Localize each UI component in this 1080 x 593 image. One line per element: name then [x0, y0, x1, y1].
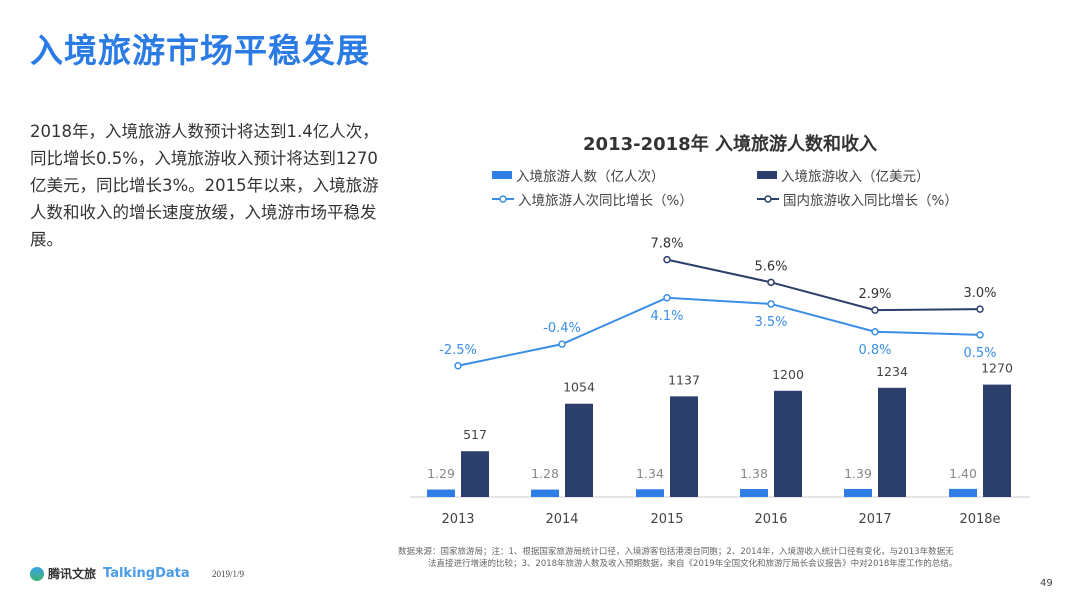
bar-revenue	[774, 390, 802, 497]
line-label: -0.4%	[543, 321, 581, 336]
page-number: 49	[1040, 578, 1053, 589]
line-label: 0.5%	[963, 346, 996, 361]
tencent-logo: 腾讯文旅	[30, 565, 96, 582]
legend-label: 入境旅游收入（亿美元）	[781, 169, 930, 185]
line-label: 4.1%	[650, 309, 683, 324]
line-point	[976, 331, 984, 339]
legend-label: 国内旅游收入同比增长（%）	[783, 193, 958, 209]
bar-label-revenue: 1234	[876, 364, 908, 379]
bar-revenue	[461, 451, 489, 497]
legend-item: 入境旅游人数（亿人次）	[492, 165, 665, 185]
bar-revenue	[565, 403, 593, 497]
bar-label-visitors: 1.38	[740, 466, 768, 481]
x-tick-label: 2014	[545, 512, 578, 527]
bar-label-revenue: 1200	[772, 367, 804, 382]
line-point	[871, 306, 879, 314]
bar-label-revenue: 517	[463, 427, 487, 442]
legend-swatch	[757, 171, 777, 179]
date: 2019/1/9	[212, 569, 245, 579]
bar-visitors	[949, 488, 977, 497]
bar-label-revenue: 1270	[981, 361, 1013, 376]
legend-label: 入境旅游人次同比增长（%）	[518, 193, 693, 209]
line-label: 3.0%	[963, 286, 996, 301]
bar-label-visitors: 1.39	[844, 466, 872, 481]
legend-item: 入境旅游收入（亿美元）	[757, 165, 930, 185]
line-point	[454, 362, 462, 370]
page-title: 入境旅游市场平稳发展	[30, 31, 370, 70]
legend-item: 入境旅游人次同比增长（%）	[492, 189, 693, 209]
bar-visitors	[531, 489, 559, 497]
x-tick-label: 2018e	[959, 512, 1000, 527]
line-label: 3.5%	[754, 315, 787, 330]
line-point	[767, 278, 775, 287]
bar-label-visitors: 1.34	[636, 466, 664, 481]
bar-visitors	[427, 489, 455, 497]
bar-label-visitors: 1.28	[531, 466, 559, 481]
bar-label-revenue: 1137	[668, 372, 700, 387]
description: 2018年，入境旅游人数预计将达到1.4亿人次，同比增长0.5%，入境旅游收入预…	[30, 122, 379, 249]
line-point	[767, 300, 775, 308]
legend-label: 入境旅游人数（亿人次）	[516, 169, 665, 185]
bar-revenue	[983, 384, 1011, 497]
legend-line-marker	[492, 195, 514, 203]
line-label: -2.5%	[439, 343, 477, 358]
footnote-line: 法直接进行增速的比较；3、2018年旅游人数及收入预期数据，来自《2019年全国…	[428, 559, 958, 569]
x-tick-label: 2013	[441, 512, 474, 527]
logo-text: 腾讯文旅	[48, 567, 97, 581]
legend-item: 国内旅游收入同比增长（%）	[757, 189, 958, 209]
footnote: 数据来源：国家旅游局；注：1、根据国家旅游局统计口径，入境游客包括港澳台同胞；2…	[398, 546, 957, 570]
bar-visitors	[740, 488, 768, 497]
x-tick-label: 2017	[858, 512, 891, 527]
line-point	[663, 294, 671, 302]
x-tick-label: 2016	[754, 512, 787, 527]
bar-visitors	[636, 489, 664, 497]
footnote-line: 数据来源：国家旅游局；注：1、根据国家旅游局统计口径，入境游客包括港澳台同胞；2…	[398, 547, 954, 557]
bar-revenue	[670, 396, 698, 497]
line-visitor-growth	[457, 296, 981, 367]
line-point	[558, 340, 566, 348]
line-label: 5.6%	[754, 259, 787, 274]
x-tick-label: 2015	[650, 512, 683, 527]
line-label: 7.8%	[650, 237, 683, 252]
bar-label-visitors: 1.40	[949, 466, 977, 481]
line-point	[663, 255, 671, 264]
line-label: 0.8%	[858, 343, 891, 358]
talkingdata-logo: TalkingData	[103, 566, 190, 581]
bar-label-visitors: 1.29	[427, 466, 455, 481]
line-point	[871, 328, 879, 336]
line-point	[976, 305, 984, 313]
line-revenue-growth	[666, 258, 981, 312]
chart-title: 2013-2018年 入境旅游人数和收入	[583, 134, 877, 155]
bar-revenue	[878, 387, 906, 497]
line-label: 2.9%	[858, 287, 891, 302]
bar-label-revenue: 1054	[563, 380, 595, 395]
bar-visitors	[844, 488, 872, 497]
logo-icon	[30, 566, 44, 581]
legend-line-marker	[757, 195, 779, 203]
legend-swatch	[492, 171, 512, 179]
